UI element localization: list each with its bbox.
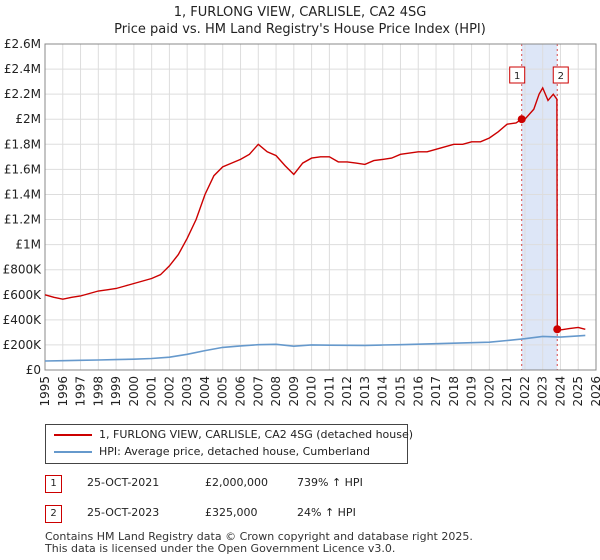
- y-tick-label: £600K: [3, 288, 43, 302]
- legend-swatch-hpi: [54, 451, 92, 453]
- chart-title: 1, FURLONG VIEW, CARLISLE, CA2 4SG Price…: [0, 4, 600, 38]
- x-tick-label: 2018: [447, 376, 461, 407]
- title-line-2: Price paid vs. HM Land Registry's House …: [114, 22, 486, 37]
- x-tick-label: 2019: [465, 376, 479, 407]
- x-tick-label: 1998: [91, 376, 105, 407]
- footer-line-1: Contains HM Land Registry data © Crown c…: [45, 530, 473, 543]
- x-tick-label: 2024: [553, 376, 567, 407]
- footer: Contains HM Land Registry data © Crown c…: [45, 531, 473, 555]
- x-tick-label: 2023: [536, 376, 550, 407]
- sale-2-label: 2: [558, 71, 564, 82]
- x-tick-label: 2008: [269, 376, 283, 407]
- plot-frame: [44, 43, 597, 371]
- sale-period-shading: [521, 44, 558, 370]
- sale-2-point: [553, 325, 562, 334]
- x-tick-label: 2004: [198, 376, 212, 407]
- sale-price-1: £2,000,000: [205, 476, 268, 489]
- x-tick-label: 2020: [482, 376, 496, 407]
- y-tick-label: £2.4M: [4, 62, 41, 76]
- x-tick-label: 2006: [234, 376, 248, 407]
- y-tick-label: £200K: [3, 338, 43, 352]
- x-tick-label: 2000: [127, 376, 141, 407]
- sale-hpi-2: 24% ↑ HPI: [297, 506, 356, 519]
- footer-line-2: This data is licensed under the Open Gov…: [45, 542, 396, 555]
- sale-date-1: 25-OCT-2021: [87, 476, 160, 489]
- y-tick-label: £2.6M: [4, 37, 41, 51]
- x-tick-label: 2003: [180, 376, 194, 407]
- y-tick-label: £2.2M: [4, 87, 41, 101]
- y-tick-label: £1.8M: [4, 137, 41, 151]
- x-tick-label: 2026: [589, 376, 600, 407]
- x-tick-label: 1999: [109, 376, 123, 407]
- y-tick-label: £1.2M: [4, 213, 41, 227]
- x-tick-label: 2022: [518, 376, 532, 407]
- legend-label-hpi: HPI: Average price, detached house, Cumb…: [99, 445, 371, 458]
- legend-label-price-paid: 1, FURLONG VIEW, CARLISLE, CA2 4SG (deta…: [99, 428, 414, 441]
- y-tick-label: £1.4M: [4, 187, 41, 201]
- hpi-line: [44, 334, 586, 362]
- sale-1-point: [517, 115, 526, 124]
- x-tick-label: 2025: [571, 376, 585, 407]
- x-tick-label: 2016: [411, 376, 425, 407]
- title-line-1: 1, FURLONG VIEW, CARLISLE, CA2 4SG: [173, 5, 427, 20]
- x-tick-label: 2009: [287, 376, 301, 407]
- x-tick-label: 2001: [145, 376, 159, 407]
- sale-date-2: 25-OCT-2023: [87, 506, 160, 519]
- y-tick-label: £0: [26, 363, 41, 377]
- sale-hpi-1: 739% ↑ HPI: [297, 476, 363, 489]
- x-tick-label: 2021: [500, 376, 514, 407]
- x-tick-label: 2017: [429, 376, 443, 407]
- x-tick-label: 1996: [56, 376, 70, 407]
- sale-1-label: 1: [514, 71, 520, 82]
- x-tick-label: 2013: [358, 376, 372, 407]
- x-tick-label: 2014: [376, 376, 390, 407]
- x-tick-label: 2005: [216, 376, 230, 407]
- x-tick-label: 2002: [162, 376, 176, 407]
- sale-2-label-box: [552, 66, 569, 84]
- x-tick-label: 2011: [322, 376, 336, 407]
- price-chart: £0 £200K £400K £600K £800K £1M £1.2M £1.4M £1.6M…: [3, 37, 600, 407]
- y-tick-label: £2M: [15, 112, 41, 126]
- y-tick-label: £1M: [15, 238, 41, 252]
- x-tick-label: 1997: [74, 376, 88, 407]
- plot-area: [45, 44, 596, 370]
- x-tick-label: 2010: [305, 376, 319, 407]
- sale-price-2: £325,000: [205, 506, 258, 519]
- x-tick-label: 2012: [340, 376, 354, 407]
- legend: 1, FURLONG VIEW, CARLISLE, CA2 4SG (deta…: [45, 424, 413, 464]
- x-tick-label: 1995: [38, 376, 52, 407]
- legend-swatch-price-paid: [54, 434, 92, 436]
- sale-1-label-box: [509, 66, 526, 84]
- sale-marker-label-2: 2: [45, 505, 62, 523]
- y-tick-label: £1.6M: [4, 162, 41, 176]
- y-tick-label: £400K: [3, 313, 43, 327]
- x-tick-label: 2015: [393, 376, 407, 407]
- y-tick-label: £800K: [3, 263, 43, 277]
- sale-marker-label-1: 1: [45, 475, 62, 493]
- x-tick-label: 2007: [251, 376, 265, 407]
